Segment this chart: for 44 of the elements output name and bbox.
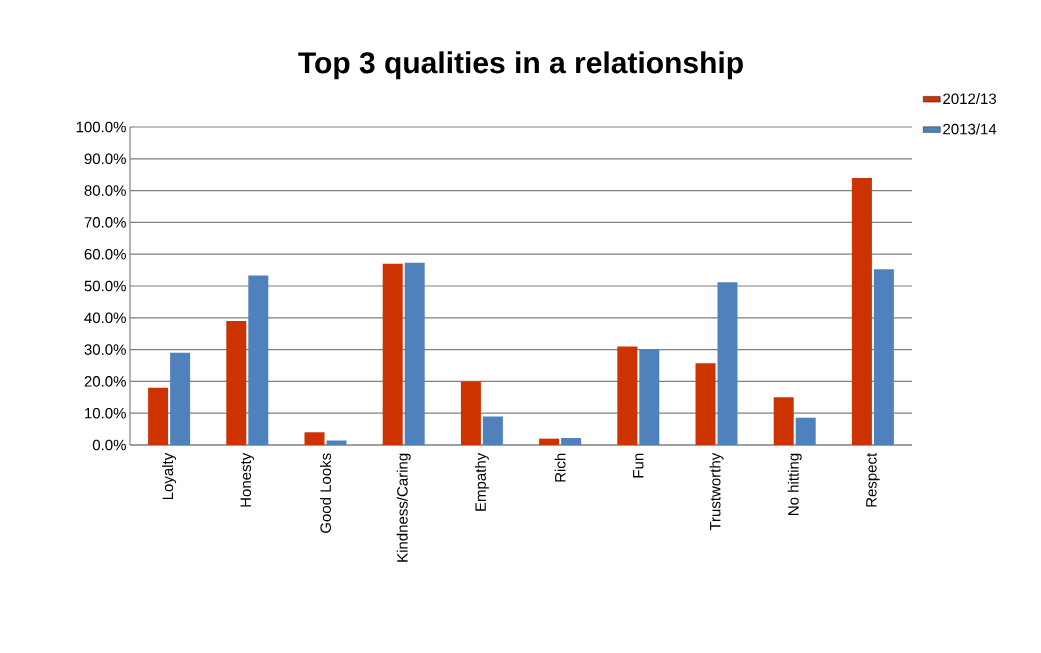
bar — [404, 262, 425, 445]
y-tick-label: 90.0% — [84, 153, 126, 165]
x-tick-label: Rich — [554, 453, 566, 482]
x-tick-label: Kindness/Caring — [396, 453, 411, 562]
bar — [326, 440, 347, 445]
y-tick-label: 0.0% — [92, 439, 126, 451]
bar — [248, 275, 269, 445]
chart-title: Top 3 qualities in a relationship — [298, 51, 743, 80]
x-tick-label: Good Looks — [319, 453, 331, 533]
y-tick-label: 70.0% — [84, 217, 126, 228]
bar — [482, 416, 503, 445]
y-tick-label: 20.0% — [84, 376, 126, 387]
bar — [170, 352, 191, 445]
bar — [851, 177, 872, 445]
bar — [226, 320, 247, 445]
bar — [382, 263, 403, 445]
bar — [539, 438, 560, 445]
x-tick-label: Trustworthy — [709, 452, 724, 531]
bar — [873, 269, 894, 445]
y-tick-label: 40.0% — [84, 312, 126, 324]
bar — [460, 381, 481, 445]
bar — [717, 282, 738, 445]
bar — [304, 432, 325, 445]
x-tick-label: Honesty — [240, 452, 255, 507]
bar — [561, 438, 582, 445]
y-tick-label: 60.0% — [84, 248, 126, 260]
bar — [617, 346, 638, 445]
bar — [773, 397, 794, 445]
bar — [148, 387, 169, 445]
y-tick-label: 80.0% — [84, 185, 126, 196]
x-tick-label: Loyalty — [162, 452, 177, 500]
y-tick-label: 50.0% — [84, 280, 126, 292]
x-tick-label: Empathy — [474, 452, 489, 511]
legend-label: 2013/14 — [943, 123, 997, 135]
legend-label: 2012/13 — [943, 93, 997, 105]
x-tick-label: Respect — [866, 452, 880, 507]
y-tick-label: 100.0% — [76, 121, 126, 133]
bar — [695, 363, 716, 445]
y-tick-label: 10.0% — [85, 407, 126, 419]
y-tick-label: 30.0% — [84, 344, 126, 355]
x-tick-label: Fun — [633, 453, 644, 478]
bar — [795, 417, 816, 445]
bar — [639, 349, 660, 445]
x-tick-label: No hitting — [787, 453, 802, 515]
